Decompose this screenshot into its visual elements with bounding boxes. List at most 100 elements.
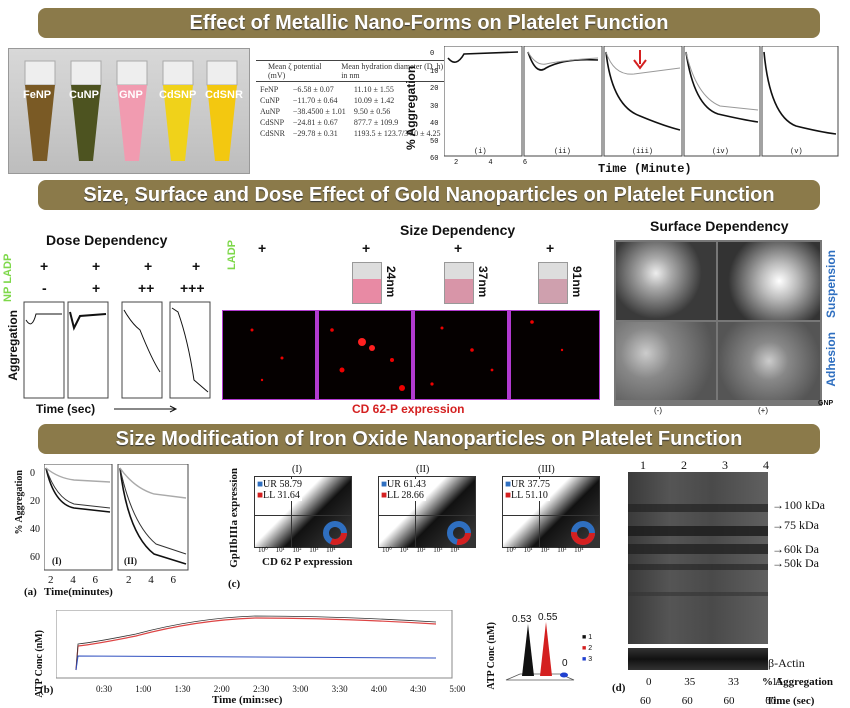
dose-np-4: +++ — [180, 280, 205, 296]
cd62p-panel-24nm — [317, 310, 413, 400]
tube-label-4: CdSNR — [205, 89, 243, 101]
xtick: 10⁰ — [258, 546, 268, 554]
xtick: 6 — [522, 159, 528, 167]
header-cell — [256, 61, 264, 81]
xtick: 10¹ — [523, 546, 533, 554]
dose-np-3: ++ — [138, 280, 155, 296]
xtick: 2 — [48, 574, 54, 586]
xtick: 2 — [126, 574, 132, 586]
marker-label: 50k Da — [784, 556, 819, 570]
agg-top-yticks: 0 10 20 30 40 50 60 — [430, 46, 438, 169]
size-plus-3: + — [454, 240, 463, 256]
flow-panel-label-I: (I) — [292, 464, 302, 475]
lane-label: 1 — [640, 458, 646, 472]
panel-label-iii: (iii) — [632, 148, 654, 156]
dose-ladp-4: + — [192, 258, 201, 274]
legend-ur: UR — [263, 479, 277, 490]
xtick: 5:00 — [449, 684, 466, 694]
xtick: 4 — [70, 574, 76, 586]
table-row: CdSNP −24.81 ± 0.67 877.7 ± 109.9 — [256, 117, 445, 128]
xtick: 1:00 — [135, 684, 152, 694]
gel-actin-band — [628, 648, 768, 670]
atp-series-2 — [75, 615, 437, 671]
zeta-potential-table: Mean ζ potential (mV) Mean hydration dia… — [256, 60, 452, 139]
time-value: 60 — [640, 695, 651, 707]
atp-bar-ylabel: ATP Conc (nM) — [486, 622, 497, 690]
atp-bar-1 — [522, 624, 534, 676]
panel-label-iv: (iv) — [712, 148, 729, 156]
flow-ylabel: GpIIbIIIa expression — [228, 468, 240, 568]
ytick: 0 — [30, 468, 35, 479]
xtick: 10¹ — [399, 546, 409, 554]
section-banner-iron: Size Modification of Iron Oxide Nanopart… — [38, 424, 820, 454]
flow-donut-III — [571, 521, 595, 545]
iron-agg-xlabel: Time(minutes) — [44, 586, 113, 598]
iron-xticks-2: 2 4 6 — [126, 574, 176, 586]
cell: CuNP — [260, 96, 280, 105]
legend-ll-val: 28.66 — [401, 490, 424, 501]
sem-row-suspension: Suspension — [824, 250, 838, 319]
xtick: 10² — [292, 546, 302, 554]
tube-fenp — [24, 60, 56, 161]
cell: −6.58 ± 0.07 — [292, 85, 334, 94]
flow-panel-II: ■UR 61.43 ■LL 28.66 — [378, 476, 476, 548]
xtick: 10⁴ — [450, 546, 460, 554]
xtick: 0:30 — [96, 684, 113, 694]
legend-ll: LL — [511, 490, 523, 501]
xtick: 1:30 — [174, 684, 191, 694]
legend-ll-val: 51.10 — [525, 490, 548, 501]
xtick: 10⁰ — [506, 546, 516, 554]
cell: 10.09 ± 1.42 — [353, 96, 395, 105]
header-cell: Mean ζ potential (mV) — [268, 62, 322, 80]
dose-ylabel: Aggregation — [6, 310, 20, 381]
ytick: 60 — [430, 155, 439, 163]
gel-actin-label: β-Actin — [768, 656, 805, 670]
ytick: 40 — [430, 120, 439, 128]
atp-bar-inset — [505, 622, 575, 681]
gel-marker-100: →100 kDa — [772, 498, 825, 512]
size-ladp-label: LADP — [226, 240, 238, 270]
legend-ll: LL — [263, 490, 275, 501]
row-label-ladp: LADP — [2, 253, 14, 284]
ytick: 0 — [430, 50, 435, 58]
cell: CdSNP — [260, 118, 285, 127]
iron-tag-a: (a) — [24, 586, 37, 598]
panel-label-v: (v) — [790, 148, 803, 156]
gel-time-label: Time (sec) — [766, 695, 815, 707]
legend-ur-val: 61.43 — [403, 479, 426, 490]
cell: −29.78 ± 0.31 — [292, 129, 338, 138]
xtick: 10² — [540, 546, 550, 554]
table-row: AuNP −38.4500 ± 1.01 9.50 ± 0.56 — [256, 106, 445, 117]
xtick: 6 — [170, 574, 177, 586]
surface-title: Surface Dependency — [650, 218, 789, 234]
xtick: 3:00 — [292, 684, 309, 694]
dose-row-labels: NP LADP — [2, 252, 14, 302]
time-value: 60 — [681, 695, 693, 707]
section-banner-gold: Size, Surface and Dose Effect of Gold Na… — [38, 180, 820, 210]
xtick: 4 — [488, 159, 493, 167]
header-cell: Mean hydration diameter (D_h) in nm — [341, 62, 444, 80]
xtick: 10² — [416, 546, 426, 554]
legend-ur: UR — [387, 479, 401, 490]
table-row: FeNP −6.58 ± 0.07 11.10 ± 1.55 — [256, 84, 445, 95]
legend-ur-val: 58.79 — [279, 479, 302, 490]
dose-xlabel: Time (sec) — [36, 402, 96, 416]
tube-cdsnr — [206, 60, 238, 161]
flow-xlabel: CD 62 P expression — [262, 556, 353, 568]
iron-agg-panel-II — [117, 464, 189, 571]
dose-np-1: - — [42, 280, 47, 296]
legend-ll-val: 31.64 — [277, 490, 300, 501]
cd62p-micrographs — [222, 310, 600, 400]
sem-col-plus: (+) — [758, 406, 768, 415]
tube-label-3: CdSNP — [159, 89, 197, 101]
iron-panel-II: (II) — [124, 556, 137, 566]
size-tube-24 — [352, 262, 382, 304]
size-plus-2: + — [362, 240, 371, 256]
xtick: 2:30 — [253, 684, 270, 694]
xtick: 6 — [92, 574, 99, 586]
dose-trace-3 — [121, 301, 163, 399]
ytick: 10 — [430, 67, 439, 76]
lane-label: 3 — [722, 458, 728, 472]
xtick: 4:00 — [370, 684, 387, 694]
dose-xarrow — [114, 405, 178, 413]
